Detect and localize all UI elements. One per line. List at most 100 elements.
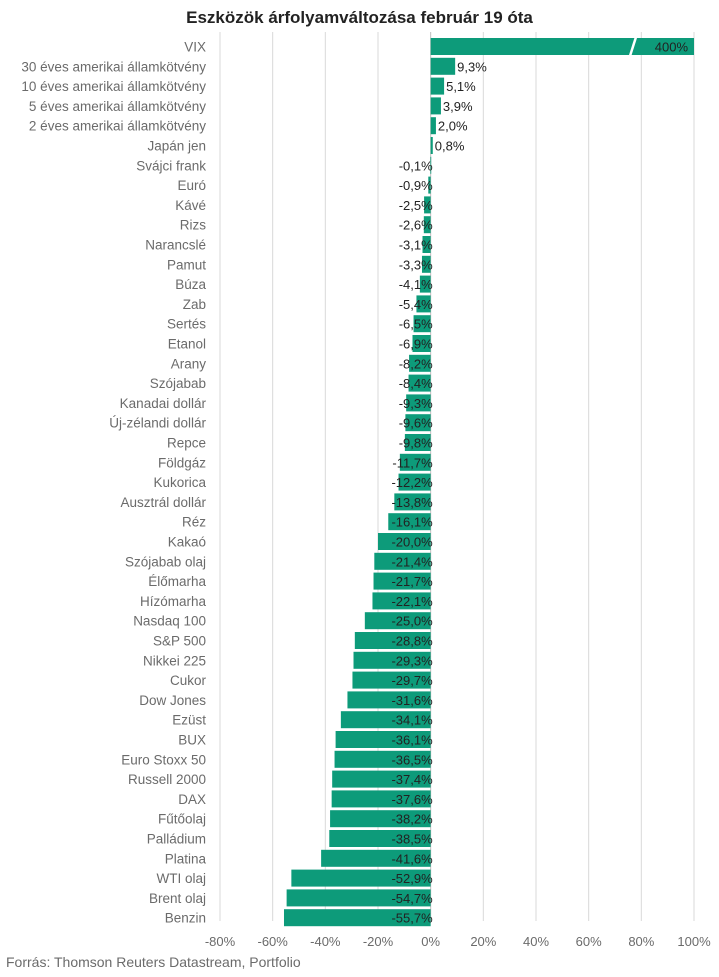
bar	[398, 473, 431, 491]
bar	[364, 612, 431, 630]
bar	[388, 513, 431, 531]
bar	[406, 394, 431, 412]
data-label: -31,6%	[391, 693, 433, 708]
bar	[340, 711, 431, 729]
x-tick-label: 80%	[628, 934, 654, 949]
data-label: -29,7%	[391, 673, 433, 688]
data-label: -5,4%	[399, 297, 433, 312]
bar	[347, 691, 431, 709]
data-label: -6,9%	[399, 337, 433, 352]
bar	[373, 572, 431, 590]
x-tick-label: -60%	[257, 934, 288, 949]
category-label: Zab	[183, 297, 206, 312]
bar	[286, 889, 431, 907]
category-label: Euró	[177, 178, 206, 193]
category-label: Platina	[165, 851, 207, 866]
category-label: Rizs	[180, 218, 206, 233]
x-tick-label: 0%	[421, 934, 440, 949]
category-label: Ezüst	[172, 713, 206, 728]
category-label: Búza	[175, 277, 206, 292]
category-label: DAX	[178, 792, 206, 807]
data-label: -38,5%	[391, 832, 433, 847]
bar	[430, 57, 456, 75]
data-label: -11,7%	[392, 455, 433, 470]
bar	[430, 97, 441, 115]
bars	[283, 36, 694, 927]
category-label: Russell 2000	[128, 772, 206, 787]
data-label: 400%	[655, 40, 689, 55]
category-label: 5 éves amerikai államkötvény	[29, 99, 206, 114]
bar	[423, 216, 431, 234]
category-label: Földgáz	[158, 455, 206, 470]
data-label: -6,5%	[399, 317, 433, 332]
data-label: -37,4%	[391, 772, 433, 787]
bar	[422, 236, 431, 253]
category-label: Kanadai dollár	[120, 396, 207, 411]
category-label: Kukorica	[153, 475, 206, 490]
category-label: Arany	[171, 356, 207, 371]
bar	[330, 810, 431, 828]
bar	[404, 434, 431, 451]
data-label: -3,1%	[399, 238, 433, 253]
data-label: -38,2%	[391, 812, 433, 827]
data-label: 5,1%	[446, 79, 476, 94]
bar	[421, 255, 431, 273]
bar	[353, 651, 431, 669]
data-label: -9,6%	[399, 416, 433, 431]
bar	[413, 315, 431, 333]
bar	[372, 592, 431, 610]
x-tick-label: 100%	[677, 934, 711, 949]
category-label: Szójabab olaj	[125, 554, 206, 569]
data-label: -21,4%	[391, 554, 433, 569]
data-label: -0,9%	[399, 178, 433, 193]
data-label: -22,1%	[391, 594, 433, 609]
data-label: -3,3%	[399, 257, 433, 272]
category-label: Pamut	[167, 257, 206, 272]
category-label: Brent olaj	[149, 891, 206, 906]
category-label: BUX	[178, 733, 206, 748]
chart-title: Eszközök árfolyamváltozása február 19 ót…	[186, 8, 533, 27]
bar	[335, 731, 431, 748]
bar	[329, 830, 431, 847]
data-label: -12,2%	[391, 475, 433, 490]
data-label: -28,8%	[391, 634, 433, 649]
category-label: Kakaó	[168, 535, 206, 550]
category-label: Kávé	[175, 198, 206, 213]
category-label: Új-zélandi dollár	[109, 416, 206, 431]
category-label: 30 éves amerikai államkötvény	[21, 59, 206, 74]
category-label: Narancslé	[145, 238, 206, 253]
category-label: Palládium	[147, 832, 206, 847]
category-label: Euro Stoxx 50	[121, 752, 206, 767]
axis-break-mark	[628, 36, 638, 57]
category-label: 10 éves amerikai államkötvény	[21, 79, 206, 94]
x-tick-label: 40%	[523, 934, 549, 949]
bar	[430, 117, 436, 135]
data-label: 2,0%	[438, 119, 468, 134]
data-label: -55,7%	[391, 911, 433, 926]
chart-source: Forrás: Thomson Reuters Datastream, Port…	[6, 954, 301, 970]
data-label: -9,8%	[399, 436, 433, 451]
bar	[378, 533, 431, 550]
x-tick-label: 60%	[576, 934, 602, 949]
bar	[416, 295, 431, 313]
bar	[332, 770, 431, 788]
data-label: -25,0%	[391, 614, 433, 629]
category-label: Ausztrál dollár	[120, 495, 206, 510]
bar	[354, 632, 431, 649]
data-label: -8,4%	[399, 376, 433, 391]
bar	[291, 869, 431, 887]
category-label: S&P 500	[153, 634, 206, 649]
category-label: Élőmarha	[148, 574, 206, 589]
data-label: -54,7%	[391, 891, 433, 906]
bar	[331, 790, 431, 808]
data-label: 9,3%	[457, 59, 487, 74]
x-tick-label: -20%	[363, 934, 394, 949]
data-label: -29,3%	[391, 653, 433, 668]
bar	[430, 38, 694, 55]
data-label: 0,8%	[435, 139, 465, 154]
data-label: -9,3%	[399, 396, 433, 411]
bar	[412, 335, 431, 352]
data-label: -2,5%	[399, 198, 433, 213]
category-label: Nikkei 225	[143, 653, 206, 668]
